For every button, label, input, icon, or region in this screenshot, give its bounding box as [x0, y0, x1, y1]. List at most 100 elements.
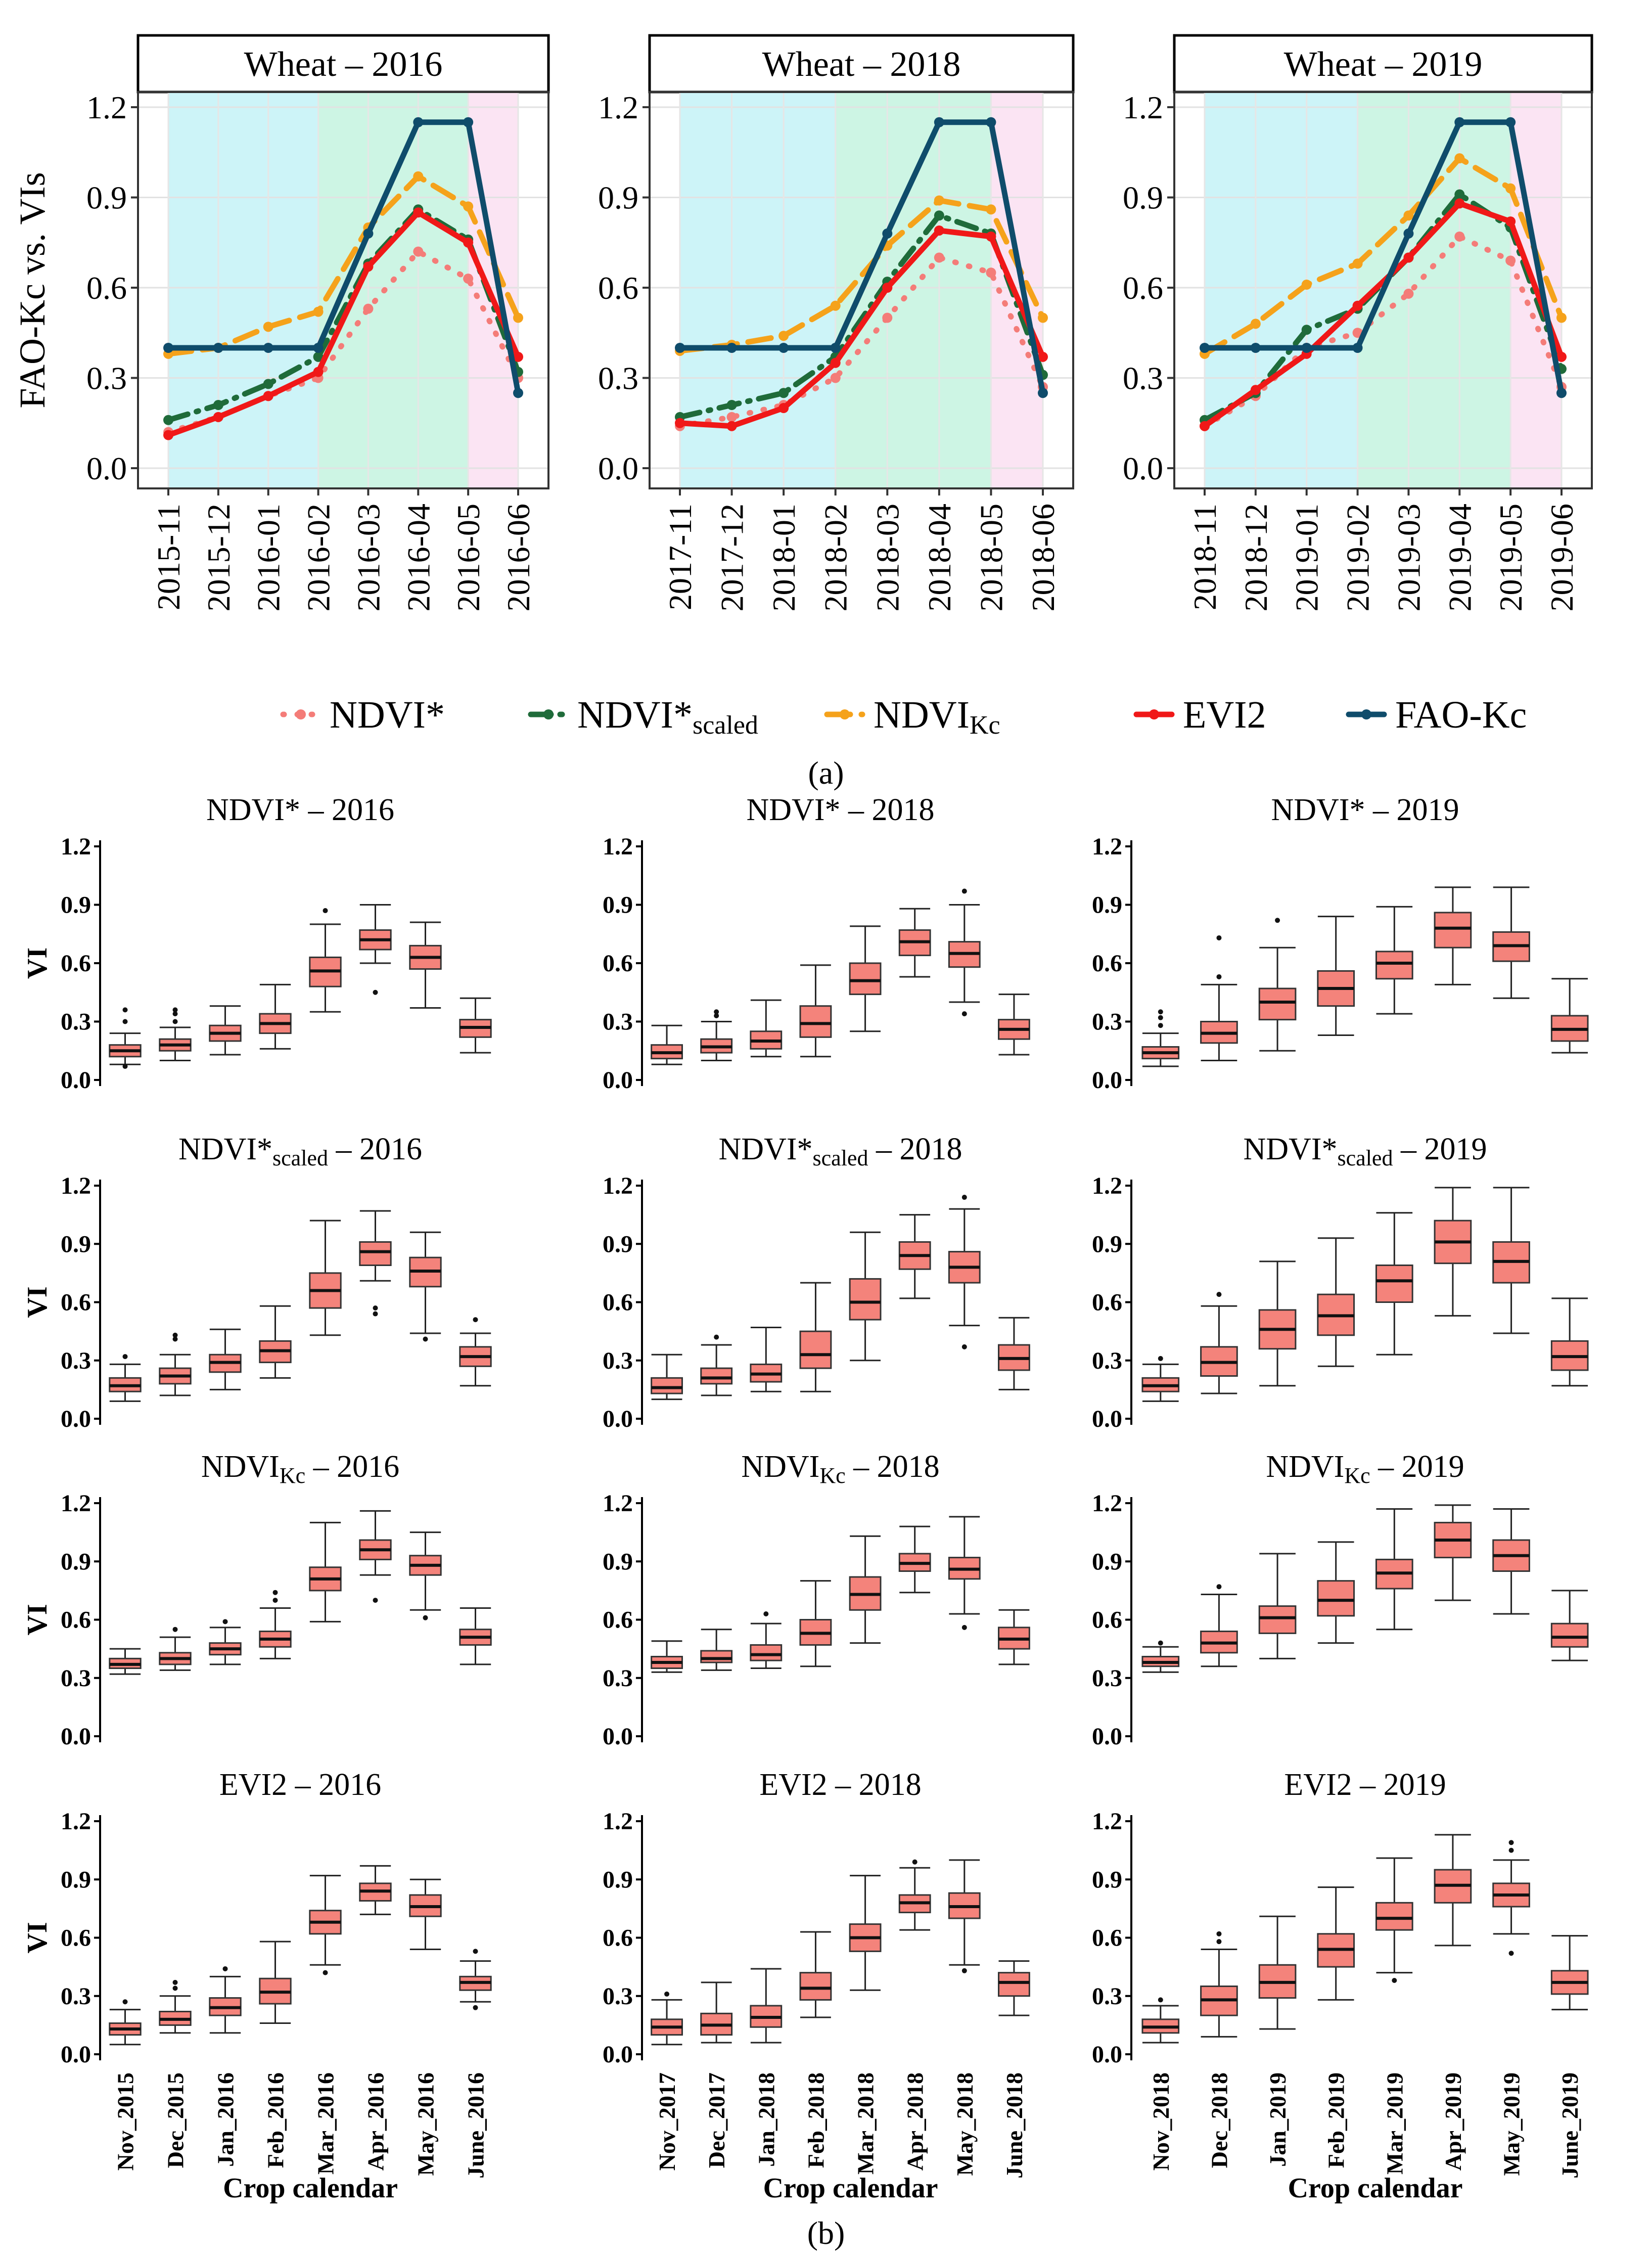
series-point-NDVI*scaled: [263, 379, 273, 389]
series-point-EVI2: [1200, 421, 1210, 431]
x-tick-label: 2016-01: [251, 504, 287, 611]
series-point-NDVIKc: [263, 322, 273, 332]
series-point-FAO-Kc: [1301, 343, 1312, 353]
box-Mar_2016: [309, 1875, 342, 1975]
box-Jan_2018: [750, 999, 783, 1058]
outlier-point: [961, 888, 967, 894]
outlier-point: [1158, 1023, 1163, 1028]
y-tick-label: 1.2: [603, 833, 633, 860]
series-point-NDVI*scaled: [934, 210, 944, 221]
box-June_2016: [459, 1607, 492, 1665]
series-point-EVI2: [463, 237, 474, 248]
facet-strip: [136, 34, 550, 94]
box-chart-title: NDVI* – 2016: [206, 793, 394, 827]
y-tick-label: 0.3: [61, 1347, 91, 1374]
series-line-NDVI*: [677, 255, 1046, 429]
x-tick-label: Mar_2019: [1382, 2072, 1407, 2175]
series-point-NDVI*: [1403, 288, 1414, 299]
series-point-NDVIKc: [313, 306, 324, 317]
box-Feb_2018: [799, 1931, 832, 2018]
outlier-point: [1508, 1847, 1514, 1853]
stage-band-initial: [680, 92, 836, 488]
y-tick-label: 0.9: [598, 180, 638, 216]
series-point-NDVI*scaled: [726, 400, 737, 411]
series-point-EVI2: [1038, 351, 1048, 362]
outlier-point: [323, 1970, 328, 1975]
x-tick-label: June_2016: [463, 2072, 489, 2179]
outlier-point: [272, 1598, 278, 1603]
outlier-point: [763, 1611, 769, 1616]
box-iqr: [799, 1972, 832, 2001]
box-chart-10: EVI2 – 2016 0.0 0.3 0.6 0.9 1.2 Nov_2015 Dec_20…: [22, 1768, 492, 2204]
y-tick-label: 1.2: [1092, 1808, 1122, 1835]
x-tick-label: 2016-06: [500, 504, 536, 611]
box-iqr: [998, 1972, 1030, 1997]
facet-strip: [648, 34, 1075, 94]
series-point-EVI2: [313, 367, 324, 377]
x-tick-label: May_2018: [952, 2072, 978, 2176]
outlier-point: [961, 1344, 967, 1349]
outlier-point: [172, 1336, 178, 1342]
x-tick-label: 2015-12: [201, 504, 237, 611]
series-point-FAO-Kc: [1556, 388, 1567, 398]
y-tick-label: 0.6: [603, 1289, 633, 1316]
box-Nov_2017: [651, 1640, 683, 1673]
box-iqr: [1434, 912, 1472, 949]
x-tick-label: 2018-03: [869, 504, 905, 611]
series-point-NDVI*: [1505, 255, 1516, 266]
box-chart-title: NDVI*scaled – 2016: [178, 1132, 422, 1170]
y-tick-label: 0.3: [603, 1983, 633, 2010]
y-tick-label: 0.0: [1092, 1723, 1122, 1750]
y-tick-label: 1.2: [61, 1172, 91, 1199]
series-line-EVI2: [165, 209, 521, 438]
box-Apr_2018: [898, 1214, 931, 1299]
box-Apr_2018: [898, 908, 931, 978]
outlier-point: [122, 1019, 128, 1024]
y-tick-label: 0.6: [1092, 1289, 1122, 1316]
legend-key-point: [543, 709, 554, 719]
box-June_2018: [998, 1960, 1030, 2016]
series-point-EVI2: [830, 357, 841, 368]
outlier-point: [1508, 1951, 1514, 1956]
series-point-NDVI*scaled: [1454, 189, 1465, 200]
box-May_2016: [409, 1531, 442, 1620]
box-May_2016: [409, 1231, 442, 1342]
box-Nov_2015: [109, 1648, 142, 1675]
box-May_2018: [948, 1195, 981, 1349]
box-May_2019: [1492, 1187, 1530, 1334]
outlier-point: [423, 1336, 428, 1342]
y-axis-label: VI: [22, 947, 53, 979]
box-Dec_2015: [159, 1007, 192, 1061]
series-point-FAO-Kc: [363, 228, 374, 239]
legend-key-point: [296, 709, 306, 719]
box-iqr: [799, 1330, 832, 1369]
outlier-point: [714, 1009, 719, 1015]
y-tick-label: 1.2: [603, 1172, 633, 1199]
outlier-point: [172, 1332, 178, 1338]
legend-key-point: [1149, 709, 1159, 719]
legend-key-point: [1361, 709, 1371, 719]
y-tick-label: 0.0: [86, 450, 127, 486]
y-tick-label: 0.6: [1092, 1925, 1122, 1952]
box-chart-title: NDVIKc – 2016: [201, 1450, 399, 1488]
box-Dec_2017: [700, 1334, 733, 1396]
outlier-point: [714, 1013, 719, 1018]
box-June_2019: [1550, 978, 1589, 1054]
series-point-FAO-Kc: [934, 117, 944, 127]
box-iqr: [1550, 1622, 1589, 1648]
box-chart-3: NDVI* – 2019 0.0 0.3 0.6 0.9 1.2: [1092, 793, 1589, 1094]
series-point-NDVIKc: [1454, 153, 1465, 164]
series-point-NDVIKc: [1556, 312, 1567, 323]
series-point-FAO-Kc: [1250, 343, 1261, 353]
box-Dec_2015: [159, 1627, 192, 1671]
y-tick-label: 0.3: [603, 1009, 633, 1035]
box-Mar_2016: [309, 1220, 342, 1336]
outlier-point: [1216, 1292, 1222, 1297]
plot-frame: [649, 91, 1074, 489]
legend-label-NDVI*: NDVI*: [330, 694, 445, 736]
outlier-point: [1158, 1015, 1163, 1020]
series-point-EVI2: [363, 261, 374, 272]
box-chart-title: EVI2 – 2019: [1284, 1768, 1446, 1802]
box-Jan_2019: [1258, 1260, 1297, 1387]
series-point-EVI2: [513, 351, 523, 362]
